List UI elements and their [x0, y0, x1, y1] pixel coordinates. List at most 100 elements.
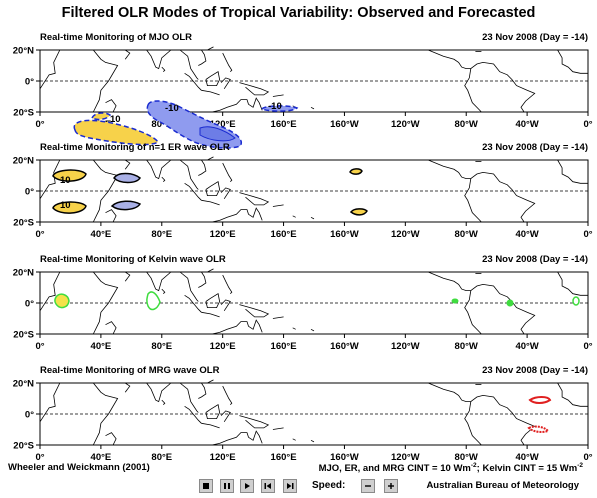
map-layer: 0° 40°E 80°E 120°E 160°E 160°W 120°W 80°W 40°W 0°…: [13, 379, 593, 464]
coastline: [179, 382, 199, 413]
step-forward-icon: [287, 483, 294, 489]
coastline: [428, 271, 482, 335]
coastline: [428, 159, 482, 223]
map-panel-kelvin: 0° 40°E 80°E 120°E 160°E 160°W 120°W 80°W 40°W 0°…: [13, 268, 593, 353]
x-tick-label: 80°W: [455, 119, 478, 130]
coastline: [220, 187, 231, 200]
panel-header-er: Real-time Monitoring of n=1 ER wave OLR …: [40, 142, 588, 156]
x-tick-label: 40°E: [91, 452, 112, 463]
step-forward-button[interactable]: [283, 479, 297, 493]
x-tick-label: 0°: [35, 119, 44, 130]
x-tick-label: 0°: [583, 119, 592, 130]
x-tick-label: 0°: [35, 452, 44, 463]
coastline: [105, 99, 117, 113]
x-tick-label: 80°E: [151, 119, 172, 130]
main-title: Filtered OLR Modes of Tropical Variabili…: [61, 5, 536, 21]
panel-title-mjo: Real-time Monitoring of MJO OLR: [40, 32, 192, 43]
x-tick-label: 120°W: [391, 119, 420, 130]
contour-label: 10: [60, 200, 71, 211]
y-tick-label: 0°: [25, 187, 34, 198]
coastline: [184, 405, 202, 424]
coastline: [92, 159, 119, 223]
coastline: [207, 379, 214, 384]
panel-title-er: Real-time Monitoring of n=1 ER wave OLR: [40, 142, 230, 153]
footer-superscript: -2: [470, 462, 477, 469]
y-tick-label: 0°: [25, 77, 34, 88]
er-negative-anomaly: [113, 172, 142, 184]
coastline: [179, 159, 199, 190]
speed-decrease-button[interactable]: [361, 479, 375, 493]
er-positive-anomaly: [349, 208, 368, 216]
x-tick-label: 120°E: [210, 229, 236, 240]
coastline: [205, 181, 221, 196]
coastline: [272, 427, 284, 430]
panel-header-mjo: Real-time Monitoring of MJO OLR 23 Nov 2…: [40, 32, 588, 46]
x-tick-label: 0°: [583, 452, 592, 463]
contour-label: -10: [268, 101, 282, 112]
speed-label: Speed:: [312, 480, 346, 491]
y-tick-label: 20°S: [13, 218, 34, 229]
coastline: [146, 271, 172, 292]
coastline: [205, 404, 221, 419]
coastline: [207, 46, 214, 51]
coastline: [222, 274, 233, 294]
coastline: [211, 319, 263, 335]
x-tick-label: 80°W: [455, 341, 478, 352]
stop-button[interactable]: [199, 479, 213, 493]
coastline: [146, 382, 172, 403]
coastline: [184, 182, 202, 201]
coastline: [39, 382, 61, 423]
coastline: [146, 159, 172, 180]
mrg-anomaly: [527, 425, 550, 433]
coastline: [220, 410, 231, 423]
mjo-negative-anomaly-pacific: [260, 105, 299, 112]
panel-header-mrg: Real-time Monitoring of MRG wave OLR 23 …: [40, 365, 588, 379]
coastline: [207, 268, 214, 273]
panel-title-kelvin: Real-time Monitoring of Kelvin wave OLR: [40, 254, 226, 265]
coastline: [92, 271, 119, 335]
x-tick-label: 80°E: [151, 452, 172, 463]
pause-button[interactable]: [220, 479, 234, 493]
contour-label: -10: [165, 103, 179, 114]
x-tick-label: 80°E: [151, 229, 172, 240]
coastline: [239, 82, 270, 96]
coastline: [39, 271, 61, 312]
er-positive-anomaly: [349, 168, 363, 175]
x-tick-label: 160°E: [271, 341, 297, 352]
x-tick-label: 120°E: [210, 452, 236, 463]
mrg-anomaly: [528, 396, 552, 404]
y-tick-label: 20°S: [13, 330, 34, 341]
step-back-button[interactable]: [261, 479, 275, 493]
play-icon: [245, 483, 250, 489]
coastline: [310, 216, 315, 220]
er-negative-anomaly: [110, 200, 142, 211]
speed-increase-button[interactable]: [384, 479, 398, 493]
coastline: [272, 316, 284, 319]
kelvin-anomaly: [451, 298, 459, 304]
x-tick-label: 160°E: [271, 452, 297, 463]
coastline: [105, 432, 117, 446]
x-tick-label: 80°W: [455, 229, 478, 240]
footer-cint-main: MJO, ER, and MRG CINT = 10 Wm: [318, 463, 471, 475]
x-tick-label: 160°W: [330, 452, 359, 463]
coastline: [470, 171, 536, 223]
coastline: [146, 49, 172, 70]
coastline: [272, 204, 284, 207]
x-tick-label: 120°E: [210, 119, 236, 130]
play-button[interactable]: [240, 479, 254, 493]
coastline: [557, 382, 588, 407]
map-layer: 0° 40°E 80°E 120°E 160°E 160°W 120°W 80°W 40°W 0°…: [13, 268, 593, 353]
map-panel-mrg: 0° 40°E 80°E 120°E 160°E 160°W 120°W 80°W 40°W 0°…: [13, 379, 593, 464]
coastline: [222, 385, 233, 405]
panel-date-er: 23 Nov 2008 (Day = -14): [482, 142, 588, 153]
map-layer: 0° 40°E 80°E 120°E 160°E 160°W 120°W 80°W 40°W 0°…: [13, 156, 593, 241]
coastline: [205, 293, 221, 308]
x-tick-label: 40°W: [515, 341, 538, 352]
coastline: [201, 422, 220, 429]
coastline: [211, 430, 263, 446]
coastline: [310, 328, 315, 332]
x-tick-label: 120°W: [391, 341, 420, 352]
coastline: [201, 89, 220, 96]
coastline: [201, 199, 220, 206]
coastline: [222, 52, 233, 72]
